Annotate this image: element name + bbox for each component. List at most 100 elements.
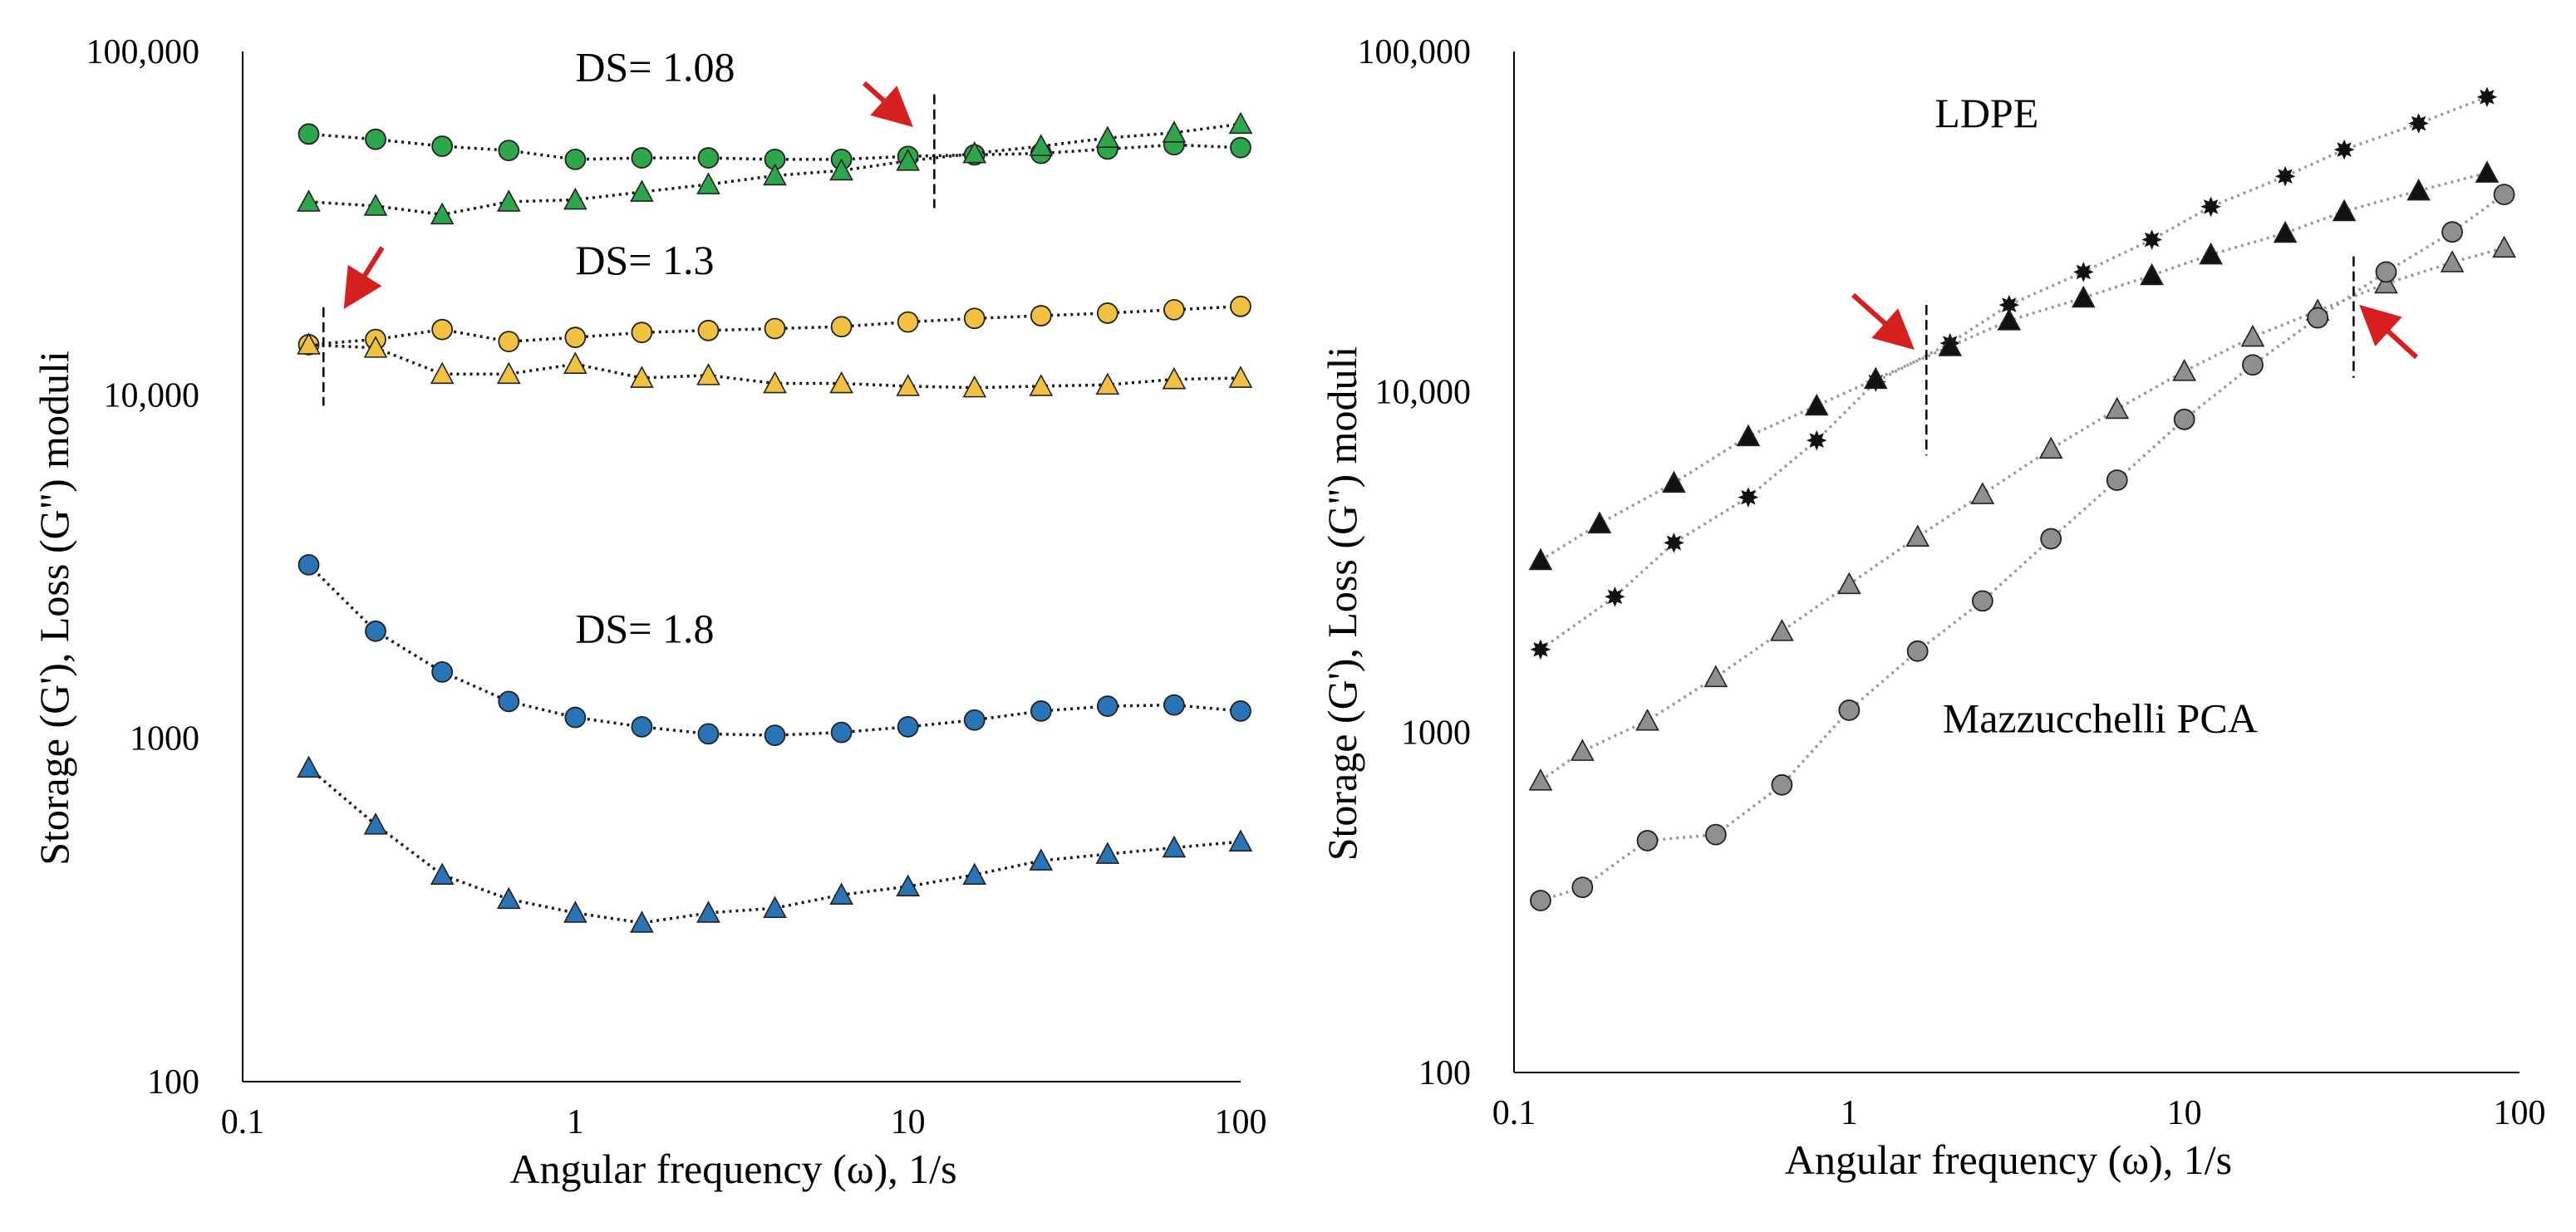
data-point: [2200, 244, 2222, 264]
data-point: [1771, 621, 1792, 641]
crossover-arrow: [1853, 295, 1907, 343]
data-point: [698, 321, 718, 341]
data-point: [965, 308, 985, 328]
data-point: [698, 724, 718, 744]
data-point: [366, 130, 386, 150]
data-point: [632, 717, 651, 737]
y-axis-title: Storage (G'), Loss (G") moduli: [1319, 346, 1365, 861]
crossover-arrows: [349, 83, 2416, 357]
data-point: [565, 150, 585, 169]
data-point: [2333, 200, 2355, 220]
data-point: [1031, 306, 1051, 326]
data-point: [1806, 395, 1827, 415]
data-point: [1530, 770, 1551, 790]
y-tick-label: 100,000: [86, 33, 200, 71]
data-point: [1973, 591, 1993, 611]
x-tick-label: 100: [2494, 1094, 2546, 1132]
data-point: [1998, 310, 2020, 330]
data-point: [2107, 398, 2128, 418]
data-point: [632, 322, 651, 342]
y-tick-label: 10,000: [1375, 374, 1472, 412]
data-point: [499, 140, 519, 160]
data-point: [1907, 526, 1929, 546]
data-point: [1230, 831, 1251, 851]
data-point: [565, 708, 585, 728]
data-point: [2476, 162, 2498, 182]
data-point: [1030, 850, 1052, 870]
x-tick-label: 0.1: [221, 1103, 265, 1141]
data-point: [2141, 264, 2163, 284]
data-point: [1738, 425, 1759, 445]
data-point: [2040, 438, 2062, 458]
annotation-label: DS= 1.3: [575, 237, 714, 283]
y-tick-label: 100: [1418, 1054, 1471, 1092]
crossover-arrow: [349, 248, 382, 301]
data-point: [1031, 701, 1051, 721]
data-point: [1739, 488, 1757, 507]
data-point: [898, 717, 918, 737]
data-point: [1705, 666, 1727, 686]
data-point: [2478, 88, 2496, 106]
y-axis-title: Storage (G'), Loss (G") moduli: [31, 351, 77, 866]
data-point: [499, 691, 519, 711]
data-point: [2442, 222, 2462, 242]
x-tick-label: 1: [1841, 1094, 1858, 1132]
data-point: [2041, 529, 2061, 549]
data-point: [299, 124, 319, 144]
data-point: [299, 555, 319, 575]
data-point: [432, 320, 452, 340]
data-point: [1637, 710, 1659, 730]
x-tick-label: 10: [891, 1103, 926, 1141]
data-point: [832, 723, 852, 743]
data-point: [698, 148, 718, 168]
data-point: [1972, 483, 1993, 503]
data-point: [2274, 222, 2296, 242]
data-point: [2494, 237, 2515, 257]
data-point: [765, 319, 785, 339]
x-tick-label: 10: [2167, 1094, 2202, 1132]
data-point: [1638, 831, 1658, 851]
data-point: [1231, 297, 1251, 317]
y-tick-label: 100,000: [1358, 33, 1472, 71]
data-point: [965, 710, 985, 730]
data-point: [898, 312, 918, 332]
data-point: [2175, 410, 2195, 429]
data-point: [498, 888, 519, 908]
data-point: [765, 725, 785, 745]
annotation-label: DS= 1.8: [575, 605, 714, 651]
data-point: [499, 331, 519, 351]
data-point: [1163, 837, 1185, 857]
data-point: [1772, 775, 1792, 795]
data-point: [2335, 140, 2353, 159]
data-point: [632, 148, 651, 168]
data-point: [2202, 198, 2220, 216]
y-tick-label: 100: [147, 1063, 199, 1102]
annotation-label: LDPE: [1934, 90, 2038, 136]
data-point: [832, 317, 852, 336]
data-point: [2242, 326, 2264, 346]
data-point: [2243, 355, 2263, 375]
data-point: [366, 621, 386, 641]
chart-left: 0.1 1 10 100100100010,000100,000Angular fre…: [31, 33, 1267, 1192]
x-axis-title: Angular frequency (ω), 1/s: [1785, 1136, 2232, 1183]
data-point: [431, 864, 453, 884]
data-point: [498, 363, 519, 383]
data-point: [697, 174, 719, 194]
data-point: [1098, 696, 1118, 716]
data-point: [2074, 263, 2092, 281]
data-point: [298, 757, 320, 777]
data-point: [1164, 300, 1184, 320]
data-point: [2143, 231, 2161, 249]
annotation-label: Mazzucchelli PCA: [1943, 695, 2258, 741]
x-tick-label: 1: [567, 1103, 584, 1141]
crossover-arrow: [864, 83, 906, 120]
data-point: [1098, 303, 1118, 323]
data-point: [1807, 431, 1826, 449]
data-point: [498, 191, 519, 211]
data-point: [2495, 184, 2515, 204]
data-point: [1605, 587, 1624, 606]
data-point: [1531, 891, 1551, 911]
data-point: [1663, 472, 1684, 492]
data-point: [631, 912, 652, 932]
data-point: [2308, 308, 2328, 328]
